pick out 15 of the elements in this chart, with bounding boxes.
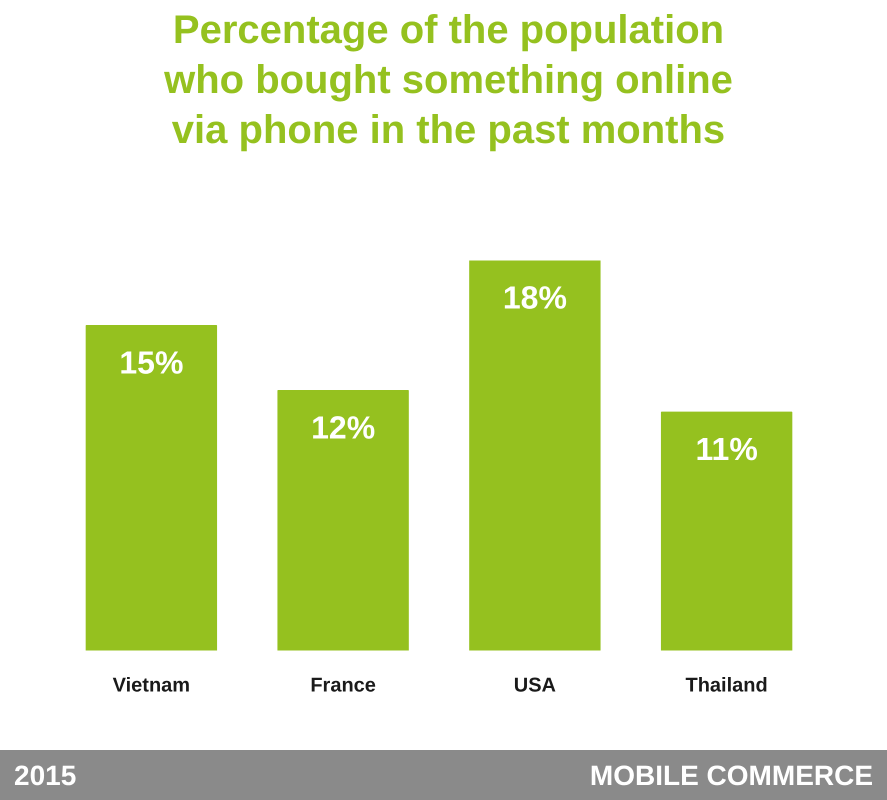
text: 2015: [14, 759, 76, 793]
x-tick-label: France: [310, 674, 376, 696]
data-label: 12%: [311, 410, 376, 446]
data-label: 18%: [502, 280, 567, 316]
chart-title: Percentage of the population who bought something online via phone in the past months: [163, 7, 734, 154]
x-tick-label: Thailand: [686, 674, 768, 696]
x-tick-label: USA: [514, 674, 556, 696]
data-label: 15%: [119, 344, 184, 380]
bar: [86, 325, 218, 650]
data-label: 11%: [695, 431, 758, 468]
text: MOBILE COMMERCE: [590, 759, 873, 793]
x-tick-label: Vietnam: [112, 674, 190, 696]
bar: [660, 412, 792, 650]
bar: [469, 260, 601, 650]
bar: [277, 390, 409, 650]
